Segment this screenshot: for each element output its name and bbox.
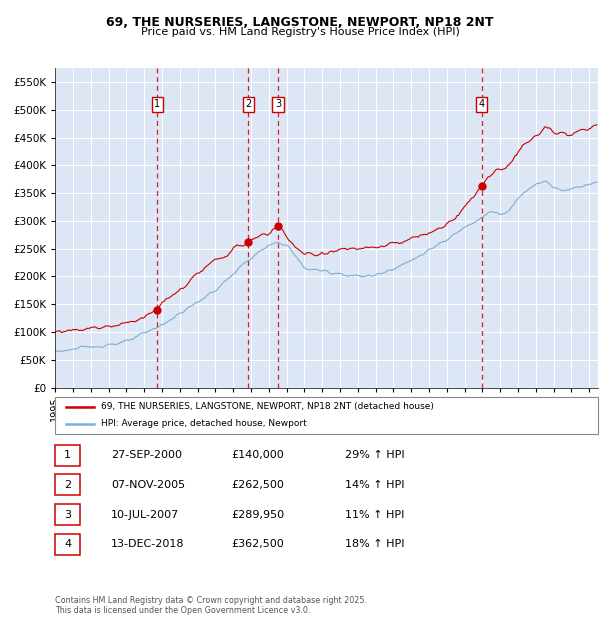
Text: 69, THE NURSERIES, LANGSTONE, NEWPORT, NP18 2NT: 69, THE NURSERIES, LANGSTONE, NEWPORT, N… (106, 16, 494, 29)
Text: 27-SEP-2000: 27-SEP-2000 (111, 450, 182, 460)
Text: HPI: Average price, detached house, Newport: HPI: Average price, detached house, Newp… (101, 420, 307, 428)
Text: 11% ↑ HPI: 11% ↑ HPI (345, 510, 404, 520)
Text: 18% ↑ HPI: 18% ↑ HPI (345, 539, 404, 549)
Text: 10-JUL-2007: 10-JUL-2007 (111, 510, 179, 520)
Text: 3: 3 (64, 510, 71, 520)
Text: 13-DEC-2018: 13-DEC-2018 (111, 539, 185, 549)
Text: 4: 4 (64, 539, 71, 549)
Text: 1: 1 (154, 99, 160, 109)
Text: 2: 2 (245, 99, 251, 109)
Text: Contains HM Land Registry data © Crown copyright and database right 2025.
This d: Contains HM Land Registry data © Crown c… (55, 596, 367, 615)
Text: £362,500: £362,500 (231, 539, 284, 549)
Text: 29% ↑ HPI: 29% ↑ HPI (345, 450, 404, 460)
Text: £262,500: £262,500 (231, 480, 284, 490)
Text: Price paid vs. HM Land Registry's House Price Index (HPI): Price paid vs. HM Land Registry's House … (140, 27, 460, 37)
Text: £289,950: £289,950 (231, 510, 284, 520)
Text: 07-NOV-2005: 07-NOV-2005 (111, 480, 185, 490)
Text: 1: 1 (64, 450, 71, 460)
Text: 14% ↑ HPI: 14% ↑ HPI (345, 480, 404, 490)
Text: 3: 3 (275, 99, 281, 109)
Text: £140,000: £140,000 (231, 450, 284, 460)
Text: 69, THE NURSERIES, LANGSTONE, NEWPORT, NP18 2NT (detached house): 69, THE NURSERIES, LANGSTONE, NEWPORT, N… (101, 402, 434, 411)
Text: 4: 4 (479, 99, 485, 109)
Text: 2: 2 (64, 480, 71, 490)
